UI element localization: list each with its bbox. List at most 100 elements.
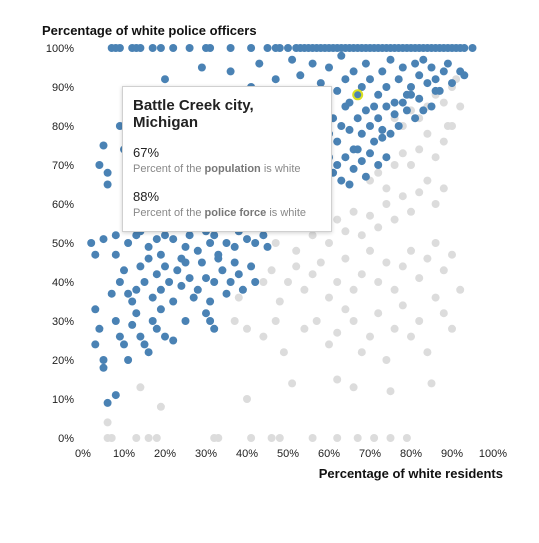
data-point-above[interactable]	[382, 83, 391, 91]
data-point-below[interactable]	[271, 239, 280, 247]
data-point-below[interactable]	[398, 192, 407, 201]
data-point-above[interactable]	[144, 254, 153, 263]
data-point-above[interactable]	[202, 309, 210, 318]
data-point-above[interactable]	[255, 59, 264, 68]
data-point-above[interactable]	[460, 71, 469, 80]
data-point-below[interactable]	[439, 266, 448, 275]
data-point-below[interactable]	[423, 348, 432, 357]
data-point-below[interactable]	[423, 176, 432, 185]
data-point-below[interactable]	[402, 434, 411, 442]
data-point-above[interactable]	[398, 63, 407, 72]
data-point-above[interactable]	[95, 324, 104, 333]
data-point-above[interactable]	[460, 44, 469, 52]
data-point-above[interactable]	[197, 63, 206, 72]
data-point-below[interactable]	[308, 270, 317, 279]
data-point-below[interactable]	[456, 285, 465, 294]
data-point-above[interactable]	[144, 242, 153, 251]
data-point-below[interactable]	[349, 383, 358, 392]
data-point-above[interactable]	[202, 274, 210, 283]
data-point-above[interactable]	[341, 102, 350, 111]
data-point-below[interactable]	[415, 188, 424, 197]
data-point-below[interactable]	[325, 239, 333, 247]
data-point-below[interactable]	[136, 383, 145, 392]
data-point-below[interactable]	[398, 262, 407, 271]
data-point-below[interactable]	[448, 324, 456, 333]
data-point-above[interactable]	[353, 145, 362, 154]
data-point-below[interactable]	[382, 200, 391, 208]
data-point-above[interactable]	[103, 180, 112, 189]
data-point-above[interactable]	[316, 79, 325, 88]
data-point-above[interactable]	[366, 75, 374, 84]
data-point-above[interactable]	[337, 51, 346, 60]
data-point-below[interactable]	[279, 348, 288, 357]
data-point-above[interactable]	[140, 278, 149, 286]
data-point-above[interactable]	[386, 55, 395, 64]
data-point-above[interactable]	[361, 59, 370, 68]
data-point-above[interactable]	[177, 281, 186, 290]
data-point-above[interactable]	[431, 86, 440, 95]
data-point-below[interactable]	[390, 161, 399, 169]
data-point-below[interactable]	[374, 223, 383, 232]
data-point-below[interactable]	[427, 379, 436, 388]
data-point-above[interactable]	[91, 305, 100, 314]
data-point-above[interactable]	[206, 239, 215, 247]
data-point-below[interactable]	[431, 239, 440, 247]
data-point-above[interactable]	[169, 44, 178, 52]
data-point-above[interactable]	[308, 59, 317, 68]
data-point-above[interactable]	[197, 258, 206, 267]
data-point-above[interactable]	[115, 332, 124, 341]
data-point-above[interactable]	[87, 239, 96, 247]
data-point-above[interactable]	[226, 278, 235, 286]
data-point-below[interactable]	[439, 98, 448, 107]
data-point-above[interactable]	[431, 75, 440, 84]
data-point-above[interactable]	[111, 317, 120, 325]
data-point-below[interactable]	[443, 122, 452, 130]
data-point-below[interactable]	[292, 262, 301, 271]
data-point-above[interactable]	[263, 242, 272, 251]
data-point-above[interactable]	[259, 231, 268, 240]
data-point-below[interactable]	[398, 301, 407, 310]
data-point-above[interactable]	[128, 320, 137, 329]
data-point-above[interactable]	[361, 172, 370, 181]
data-point-above[interactable]	[148, 293, 157, 302]
data-point-above[interactable]	[325, 63, 333, 72]
data-point-above[interactable]	[357, 157, 366, 166]
data-point-above[interactable]	[169, 297, 178, 306]
data-point-below[interactable]	[407, 332, 415, 341]
data-point-above[interactable]	[345, 125, 354, 134]
data-point-above[interactable]	[107, 289, 116, 298]
data-point-above[interactable]	[169, 336, 178, 345]
data-point-above[interactable]	[374, 114, 383, 123]
data-point-above[interactable]	[468, 44, 477, 52]
data-point-below[interactable]	[316, 258, 325, 267]
data-point-below[interactable]	[308, 434, 317, 442]
data-point-above[interactable]	[382, 153, 391, 162]
data-point-above[interactable]	[357, 83, 366, 91]
data-point-above[interactable]	[218, 266, 227, 275]
data-point-above[interactable]	[419, 106, 428, 115]
data-point-below[interactable]	[132, 434, 141, 442]
data-point-above[interactable]	[95, 161, 104, 169]
data-point-below[interactable]	[407, 161, 415, 169]
data-point-above[interactable]	[222, 289, 231, 298]
data-point-above[interactable]	[111, 250, 120, 259]
data-point-above[interactable]	[206, 44, 215, 52]
data-point-below[interactable]	[390, 324, 399, 333]
data-point-below[interactable]	[374, 309, 383, 318]
data-point-below[interactable]	[234, 293, 243, 302]
data-point-above[interactable]	[124, 239, 133, 247]
data-point-above[interactable]	[394, 75, 403, 84]
data-point-below[interactable]	[374, 168, 383, 177]
data-point-above[interactable]	[99, 363, 108, 372]
data-point-below[interactable]	[423, 129, 432, 138]
data-point-below[interactable]	[390, 215, 399, 224]
data-point-below[interactable]	[333, 328, 342, 337]
data-point-above[interactable]	[111, 231, 120, 240]
data-point-below[interactable]	[353, 434, 362, 442]
data-point-above[interactable]	[288, 55, 297, 64]
data-point-below[interactable]	[407, 207, 415, 216]
data-point-below[interactable]	[439, 309, 448, 318]
data-point-above[interactable]	[128, 297, 137, 306]
data-point-below[interactable]	[284, 278, 292, 286]
data-point-above[interactable]	[156, 44, 165, 52]
